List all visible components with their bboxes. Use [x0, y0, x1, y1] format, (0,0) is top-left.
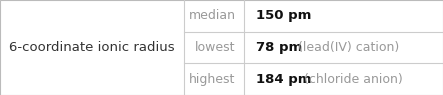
Text: highest: highest: [189, 73, 236, 86]
Text: 78 pm: 78 pm: [256, 41, 302, 54]
Text: 150 pm: 150 pm: [256, 9, 311, 22]
Text: 184 pm: 184 pm: [256, 73, 311, 86]
Text: lowest: lowest: [195, 41, 236, 54]
Text: (chloride anion): (chloride anion): [304, 73, 403, 86]
Text: (lead(IV) cation): (lead(IV) cation): [298, 41, 399, 54]
Text: 6-coordinate ionic radius: 6-coordinate ionic radius: [9, 41, 175, 54]
Text: median: median: [189, 9, 236, 22]
